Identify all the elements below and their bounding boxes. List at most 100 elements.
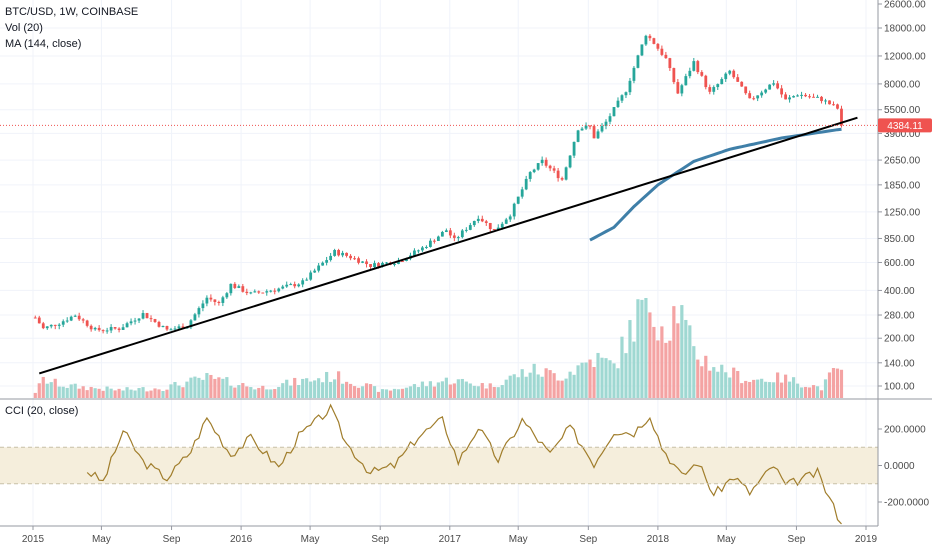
candle-body <box>552 168 556 171</box>
candle-body <box>337 250 341 256</box>
volume-bar <box>297 385 301 398</box>
price-tick-label: 600.00 <box>884 258 915 269</box>
time-tick-label: Sep <box>788 534 806 545</box>
candle-body <box>440 231 444 237</box>
candle-body <box>788 97 791 100</box>
candle-body <box>596 131 600 139</box>
candle-body <box>113 327 117 329</box>
candle-body <box>401 260 404 262</box>
price-tick-label: 18000.00 <box>884 24 926 35</box>
time-tick-label: Sep <box>163 534 181 545</box>
candle-body <box>452 235 456 238</box>
price-tick-label: 12000.00 <box>884 51 926 62</box>
candle-body <box>61 321 65 325</box>
volume-bar <box>644 298 648 398</box>
legend-symbol: BTC/USD, 1W, COINBASE <box>5 6 139 18</box>
candle-body <box>756 95 760 99</box>
time-tick-label: 2015 <box>22 534 45 545</box>
volume-bar <box>560 380 564 398</box>
candle-body <box>480 218 484 222</box>
volume-bar <box>432 386 436 398</box>
volume-bar <box>177 385 181 398</box>
volume-bar <box>412 384 417 398</box>
candle-body <box>556 170 560 179</box>
candle-body <box>277 288 281 292</box>
candle-body <box>680 85 684 94</box>
candle-body <box>536 163 540 170</box>
candle-body <box>317 265 321 271</box>
volume-bar <box>360 386 365 398</box>
candle-body <box>49 324 53 327</box>
candle-body <box>165 325 169 330</box>
volume-bar <box>720 364 724 398</box>
candle-body <box>133 320 137 322</box>
volume-bar <box>213 378 217 398</box>
candle-body <box>417 250 420 252</box>
candle-body <box>189 320 193 328</box>
volume-bar <box>480 383 484 398</box>
candle-body <box>405 258 408 261</box>
volume-bar <box>121 390 125 398</box>
volume-bar <box>552 373 556 398</box>
candle-body <box>584 125 588 129</box>
candle-body <box>644 35 648 45</box>
volume-bar <box>392 388 397 398</box>
volume-bar <box>532 363 536 398</box>
candle-body <box>760 92 764 96</box>
volume-bar <box>49 382 53 398</box>
volume-bar <box>712 367 716 398</box>
volume-bar <box>209 374 213 398</box>
volume-bar <box>536 374 540 398</box>
volume-bar <box>616 368 620 398</box>
price-axis: 26000.00 18000.00 12000.00 8000.00 5500.00 39… <box>878 0 926 393</box>
candle-body <box>345 252 348 256</box>
candle-body <box>776 83 780 89</box>
time-tick-label: May <box>92 534 111 545</box>
volume-bar <box>508 375 512 398</box>
volume-bar <box>548 370 552 398</box>
candle-body <box>421 247 424 251</box>
candle-body <box>149 318 153 320</box>
volume-bar <box>588 359 592 398</box>
volume-bar <box>249 387 253 398</box>
volume-bar <box>604 358 608 398</box>
candle-body <box>381 262 384 267</box>
candle-body <box>572 141 576 156</box>
volume-bar <box>221 378 225 398</box>
cci-band <box>0 447 878 484</box>
volume-bar <box>229 385 233 398</box>
volume-bar <box>241 383 245 398</box>
candle-body <box>117 328 121 330</box>
volume-bar <box>376 391 381 398</box>
candle-body <box>812 96 815 98</box>
volume-bar <box>815 386 820 398</box>
volume-bar <box>732 367 736 398</box>
volume-bar <box>803 386 808 398</box>
candle-body <box>720 79 724 85</box>
candle-body <box>85 320 89 326</box>
volume-bar <box>444 377 448 398</box>
volume-bar <box>636 299 640 398</box>
volume-bar <box>708 370 712 398</box>
volume-bar <box>33 392 37 398</box>
volume-bar <box>664 342 668 398</box>
candle-body <box>484 221 488 223</box>
candle-body <box>241 286 245 292</box>
candle-body <box>456 237 460 239</box>
candle-body <box>468 225 472 230</box>
volume-bar <box>269 389 273 398</box>
candle-body <box>768 84 772 90</box>
volume-bar <box>696 359 700 398</box>
volume-bar <box>105 386 109 398</box>
volume-bar <box>129 389 133 398</box>
volume-bar <box>205 373 209 398</box>
volume-bar <box>137 388 141 398</box>
volume-bar <box>596 352 600 398</box>
volume-bar <box>85 390 89 398</box>
volume-bar <box>776 372 780 398</box>
volume-bar <box>277 386 281 398</box>
candle-body <box>97 327 101 331</box>
volume-bar <box>337 371 341 398</box>
legend-volume: Vol (20) <box>5 22 43 34</box>
